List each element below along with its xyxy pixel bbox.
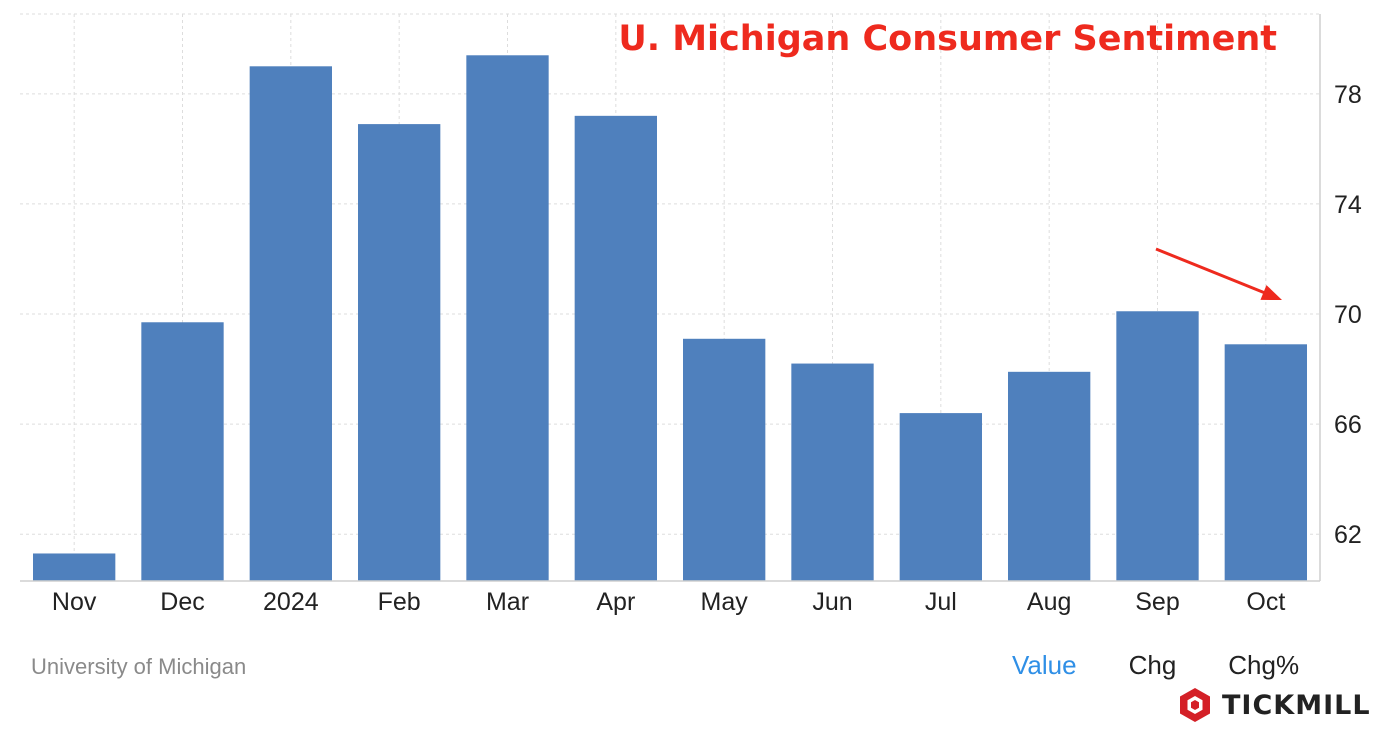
value-tabs: Value Chg Chg% <box>1012 650 1299 681</box>
bar-apr[interactable] <box>574 115 657 581</box>
bar-may[interactable] <box>683 338 766 581</box>
bar-chart: Nov Dec 2024 Feb Mar Apr May Jun Jul Aug Sep Oct 62… <box>20 13 1362 616</box>
x-tick-label: Aug <box>1027 588 1071 616</box>
tickmill-logo: TICKMILL <box>1176 686 1371 724</box>
bar-oct[interactable] <box>1224 344 1307 581</box>
y-tick-label: 74 <box>1334 191 1362 219</box>
bar-2024[interactable] <box>249 66 332 581</box>
tab-chg[interactable]: Chg <box>1128 650 1177 680</box>
bar-jul[interactable] <box>899 413 982 581</box>
y-tick-label: 70 <box>1334 301 1362 329</box>
x-tick-label: Sep <box>1135 588 1179 616</box>
bars <box>33 55 1307 582</box>
x-tick-label: Jul <box>925 588 957 616</box>
x-axis-tick-labels: Nov Dec 2024 Feb Mar Apr May Jun Jul Aug Sep Oct <box>52 588 1285 616</box>
y-tick-label: 66 <box>1334 411 1362 439</box>
x-tick-label: 2024 <box>263 588 319 616</box>
chart-title: U. Michigan Consumer Sentiment <box>618 19 1277 59</box>
bar-dec[interactable] <box>141 322 224 581</box>
tab-value[interactable]: Value <box>1012 650 1077 680</box>
x-tick-label: Apr <box>596 588 635 616</box>
source-label: University of Michigan <box>31 654 247 679</box>
axes <box>20 14 1321 582</box>
bar-aug[interactable] <box>1008 371 1091 581</box>
y-tick-label: 62 <box>1334 521 1362 549</box>
arrow-shaft <box>1155 247 1271 297</box>
bar-jun[interactable] <box>791 363 874 581</box>
arrow-head <box>1260 285 1282 300</box>
bar-feb[interactable] <box>358 124 441 582</box>
x-tick-label: Dec <box>160 588 204 616</box>
bar-sep[interactable] <box>1116 311 1199 581</box>
x-tick-label: Mar <box>486 588 529 616</box>
x-tick-label: Oct <box>1246 588 1285 616</box>
x-tick-label: Jun <box>812 588 852 616</box>
trend-arrow-annotation <box>1155 247 1282 300</box>
y-tick-label: 78 <box>1334 81 1362 109</box>
y-axis-tick-labels: 62 66 70 74 78 <box>1334 81 1362 549</box>
bar-mar[interactable] <box>466 55 549 582</box>
tickmill-hexagon-icon <box>1180 688 1210 722</box>
x-tick-label: Feb <box>378 588 421 616</box>
tab-chg-percent[interactable]: Chg% <box>1228 650 1300 680</box>
x-tick-label: May <box>701 588 749 616</box>
x-tick-label: Nov <box>52 588 97 616</box>
logo-text: TICKMILL <box>1222 689 1371 721</box>
bar-nov[interactable] <box>33 553 116 581</box>
